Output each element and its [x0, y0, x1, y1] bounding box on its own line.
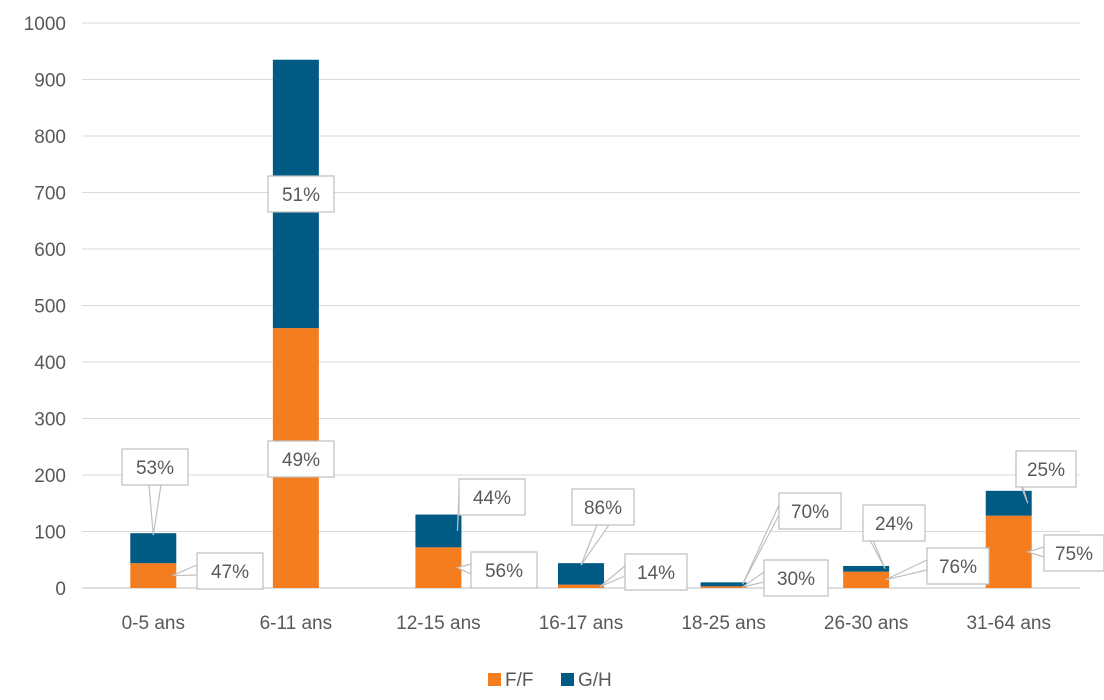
data-label-gh: 86% — [571, 488, 635, 566]
callout-pointer — [884, 559, 928, 581]
percent-label: 24% — [875, 514, 913, 535]
data-label-ff: 47% — [172, 552, 264, 590]
y-axis-ticks: 0 100 200 300 400 500 600 700 800 900 1000 — [24, 14, 66, 600]
gridlines — [82, 22, 1080, 589]
bar-ff — [843, 571, 890, 588]
bar-ff — [985, 515, 1032, 588]
y-tick-label: 0 — [55, 579, 66, 600]
percent-label: 47% — [211, 562, 249, 583]
data-label-gh: 44% — [456, 478, 526, 531]
data-label-gh: 24% — [862, 504, 926, 570]
bar-gh — [415, 514, 462, 548]
bar-gh — [558, 563, 604, 585]
x-category-label: 18-25 ans — [681, 613, 766, 634]
percent-label: 53% — [136, 458, 174, 479]
callout-pointer — [148, 484, 162, 536]
x-category-label: 0-5 ans — [122, 613, 185, 634]
data-labels: 47% 53% 49% 51% 56% 44% 14% 86% 30% 70% 76% 24% 75% 2… — [121, 175, 1104, 597]
bar-gh — [700, 582, 747, 587]
data-label-ff: 49% — [267, 440, 335, 478]
data-label-ff: 76% — [884, 547, 990, 585]
bar-gh — [130, 533, 177, 564]
percent-label: 86% — [584, 498, 622, 519]
x-category-label: 26-30 ans — [824, 613, 909, 634]
y-tick-label: 500 — [34, 297, 66, 318]
y-tick-label: 700 — [34, 184, 66, 205]
bar-gh — [843, 565, 890, 572]
y-tick-label: 900 — [34, 71, 66, 92]
y-tick-label: 600 — [34, 240, 66, 261]
x-category-label: 6-11 ans — [260, 613, 333, 634]
callout-box — [926, 547, 990, 585]
percent-label: 51% — [282, 185, 320, 206]
x-axis-categories: 0-5 ans 6-11 ans 12-15 ans 16-17 ans 18-25 a… — [122, 613, 1051, 634]
bar-ff — [130, 563, 177, 588]
y-tick-label: 800 — [34, 127, 66, 148]
callout-box — [624, 553, 688, 591]
legend-swatch — [561, 673, 574, 686]
percent-label: 25% — [1027, 460, 1065, 481]
data-label-ff: 30% — [742, 559, 829, 597]
callout-box — [121, 448, 189, 486]
data-label-gh: 51% — [267, 175, 335, 213]
callout-box — [571, 488, 635, 526]
percent-label: 76% — [939, 557, 977, 578]
bar-ff — [415, 547, 462, 588]
callout-box — [1043, 534, 1104, 572]
callout-box — [862, 504, 926, 542]
x-category-label: 12-15 ans — [396, 613, 481, 634]
callout-box — [1015, 450, 1077, 488]
callout-box — [196, 552, 264, 590]
y-tick-label: 1000 — [24, 14, 66, 35]
x-category-label: 31-64 ans — [966, 613, 1051, 634]
legend: F/F G/H — [488, 670, 612, 691]
x-category-label: 16-17 ans — [539, 613, 624, 634]
data-label-gh: 53% — [121, 448, 189, 536]
data-label-gh: 25% — [1015, 450, 1077, 504]
callout-box — [458, 478, 526, 516]
percent-label: 75% — [1055, 544, 1093, 565]
data-label-gh: 70% — [742, 492, 842, 585]
callout-box — [267, 440, 335, 478]
percent-label: 70% — [791, 502, 829, 523]
callout-box — [763, 559, 829, 597]
legend-swatch — [488, 673, 501, 686]
percent-label: 14% — [637, 563, 675, 584]
y-tick-label: 400 — [34, 353, 66, 374]
percent-label: 56% — [485, 561, 523, 582]
bar-ff — [558, 584, 604, 588]
y-tick-label: 200 — [34, 466, 66, 487]
percent-label: 49% — [282, 450, 320, 471]
y-tick-label: 300 — [34, 410, 66, 431]
y-tick-label: 100 — [34, 523, 66, 544]
percent-label: 44% — [473, 488, 511, 509]
data-label-ff: 56% — [455, 551, 538, 589]
callout-box — [470, 551, 538, 589]
percent-label: 30% — [777, 569, 815, 590]
data-label-ff: 14% — [599, 553, 688, 591]
legend-label: G/H — [578, 670, 612, 691]
data-label-ff: 75% — [1025, 534, 1104, 572]
legend-label: F/F — [505, 670, 534, 691]
callout-box — [267, 175, 335, 213]
callout-box — [778, 492, 842, 530]
bar-ff — [700, 586, 747, 588]
